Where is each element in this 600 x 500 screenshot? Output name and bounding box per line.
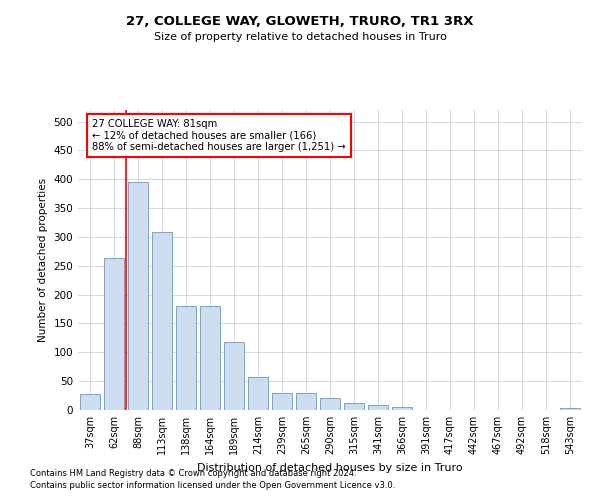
- Bar: [200, 306, 220, 410]
- Text: Contains HM Land Registry data © Crown copyright and database right 2024.: Contains HM Land Registry data © Crown c…: [30, 468, 356, 477]
- Bar: [392, 407, 412, 410]
- Bar: [80, 394, 100, 410]
- Text: 27, COLLEGE WAY, GLOWETH, TRURO, TR1 3RX: 27, COLLEGE WAY, GLOWETH, TRURO, TR1 3RX: [126, 15, 474, 28]
- Bar: [128, 182, 148, 410]
- Bar: [560, 408, 580, 410]
- Bar: [152, 232, 172, 410]
- Bar: [104, 258, 124, 410]
- Bar: [248, 377, 268, 410]
- Text: Size of property relative to detached houses in Truro: Size of property relative to detached ho…: [154, 32, 446, 42]
- Bar: [176, 306, 196, 410]
- Bar: [224, 342, 244, 410]
- Y-axis label: Number of detached properties: Number of detached properties: [38, 178, 48, 342]
- Text: 27 COLLEGE WAY: 81sqm
← 12% of detached houses are smaller (166)
88% of semi-det: 27 COLLEGE WAY: 81sqm ← 12% of detached …: [92, 118, 346, 152]
- Text: Contains public sector information licensed under the Open Government Licence v3: Contains public sector information licen…: [30, 481, 395, 490]
- Bar: [344, 402, 364, 410]
- Bar: [272, 392, 292, 410]
- Bar: [368, 406, 388, 410]
- Bar: [296, 392, 316, 410]
- Bar: [320, 398, 340, 410]
- X-axis label: Distribution of detached houses by size in Truro: Distribution of detached houses by size …: [197, 462, 463, 472]
